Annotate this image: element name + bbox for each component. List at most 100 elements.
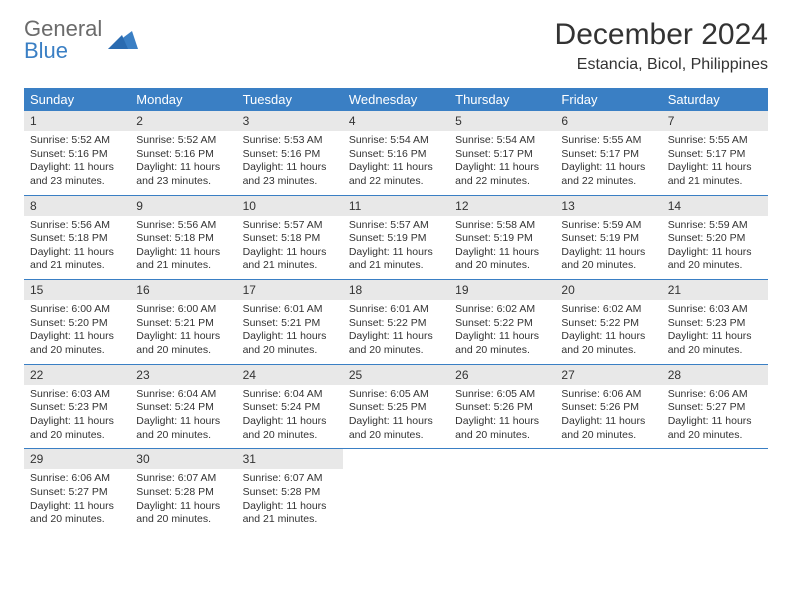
day-cell: 5Sunrise: 5:54 AMSunset: 5:17 PMDaylight…: [449, 111, 555, 195]
day-body: Sunrise: 6:02 AMSunset: 5:22 PMDaylight:…: [449, 300, 555, 358]
daylight-text: Daylight: 11 hours and 21 minutes.: [349, 246, 443, 273]
sunset-text: Sunset: 5:23 PM: [30, 401, 124, 415]
day-body: Sunrise: 6:03 AMSunset: 5:23 PMDaylight:…: [24, 385, 130, 443]
day-number: 10: [237, 196, 343, 216]
title-block: December 2024 Estancia, Bicol, Philippin…: [555, 18, 768, 74]
day-header-fri: Friday: [555, 88, 661, 111]
day-number: 28: [662, 365, 768, 385]
day-number: 1: [24, 111, 130, 131]
day-number: 18: [343, 280, 449, 300]
day-body: Sunrise: 6:06 AMSunset: 5:27 PMDaylight:…: [24, 469, 130, 527]
sunrise-text: Sunrise: 6:06 AM: [561, 388, 655, 402]
sunrise-text: Sunrise: 6:04 AM: [243, 388, 337, 402]
day-cell: 12Sunrise: 5:58 AMSunset: 5:19 PMDayligh…: [449, 196, 555, 280]
daylight-text: Daylight: 11 hours and 20 minutes.: [561, 415, 655, 442]
sunrise-text: Sunrise: 5:58 AM: [455, 219, 549, 233]
daylight-text: Daylight: 11 hours and 21 minutes.: [136, 246, 230, 273]
sunrise-text: Sunrise: 6:02 AM: [455, 303, 549, 317]
day-number: 31: [237, 449, 343, 469]
sunrise-text: Sunrise: 6:01 AM: [243, 303, 337, 317]
sunset-text: Sunset: 5:26 PM: [455, 401, 549, 415]
daylight-text: Daylight: 11 hours and 22 minutes.: [455, 161, 549, 188]
sunset-text: Sunset: 5:25 PM: [349, 401, 443, 415]
sunrise-text: Sunrise: 6:06 AM: [668, 388, 762, 402]
day-body: Sunrise: 6:04 AMSunset: 5:24 PMDaylight:…: [130, 385, 236, 443]
sunset-text: Sunset: 5:23 PM: [668, 317, 762, 331]
daylight-text: Daylight: 11 hours and 20 minutes.: [136, 500, 230, 527]
sunset-text: Sunset: 5:26 PM: [561, 401, 655, 415]
sunrise-text: Sunrise: 5:56 AM: [30, 219, 124, 233]
sunset-text: Sunset: 5:28 PM: [136, 486, 230, 500]
daylight-text: Daylight: 11 hours and 20 minutes.: [136, 415, 230, 442]
day-cell: 30Sunrise: 6:07 AMSunset: 5:28 PMDayligh…: [130, 449, 236, 533]
sunset-text: Sunset: 5:20 PM: [668, 232, 762, 246]
day-number: 16: [130, 280, 236, 300]
day-cell: 26Sunrise: 6:05 AMSunset: 5:26 PMDayligh…: [449, 365, 555, 449]
sunrise-text: Sunrise: 6:07 AM: [243, 472, 337, 486]
day-number: 2: [130, 111, 236, 131]
day-body: Sunrise: 5:57 AMSunset: 5:18 PMDaylight:…: [237, 216, 343, 274]
day-cell: 22Sunrise: 6:03 AMSunset: 5:23 PMDayligh…: [24, 365, 130, 449]
day-cell: 15Sunrise: 6:00 AMSunset: 5:20 PMDayligh…: [24, 280, 130, 364]
day-body: Sunrise: 6:05 AMSunset: 5:26 PMDaylight:…: [449, 385, 555, 443]
day-body: Sunrise: 6:00 AMSunset: 5:20 PMDaylight:…: [24, 300, 130, 358]
daylight-text: Daylight: 11 hours and 23 minutes.: [243, 161, 337, 188]
daylight-text: Daylight: 11 hours and 20 minutes.: [455, 246, 549, 273]
month-title: December 2024: [555, 18, 768, 52]
day-body: Sunrise: 5:52 AMSunset: 5:16 PMDaylight:…: [130, 131, 236, 189]
daylight-text: Daylight: 11 hours and 20 minutes.: [243, 330, 337, 357]
daylight-text: Daylight: 11 hours and 20 minutes.: [30, 500, 124, 527]
week-row: 15Sunrise: 6:00 AMSunset: 5:20 PMDayligh…: [24, 280, 768, 365]
day-number: 26: [449, 365, 555, 385]
sunrise-text: Sunrise: 5:59 AM: [561, 219, 655, 233]
day-body: Sunrise: 5:53 AMSunset: 5:16 PMDaylight:…: [237, 131, 343, 189]
day-body: Sunrise: 5:59 AMSunset: 5:19 PMDaylight:…: [555, 216, 661, 274]
daylight-text: Daylight: 11 hours and 23 minutes.: [30, 161, 124, 188]
day-number: 3: [237, 111, 343, 131]
sunrise-text: Sunrise: 5:57 AM: [243, 219, 337, 233]
day-number: 23: [130, 365, 236, 385]
calendar: Sunday Monday Tuesday Wednesday Thursday…: [24, 88, 768, 533]
sunset-text: Sunset: 5:16 PM: [349, 148, 443, 162]
daylight-text: Daylight: 11 hours and 21 minutes.: [668, 161, 762, 188]
day-number: 25: [343, 365, 449, 385]
day-cell: 18Sunrise: 6:01 AMSunset: 5:22 PMDayligh…: [343, 280, 449, 364]
sunrise-text: Sunrise: 5:55 AM: [561, 134, 655, 148]
day-cell: 14Sunrise: 5:59 AMSunset: 5:20 PMDayligh…: [662, 196, 768, 280]
sunrise-text: Sunrise: 6:03 AM: [668, 303, 762, 317]
day-number: 30: [130, 449, 236, 469]
daylight-text: Daylight: 11 hours and 20 minutes.: [455, 415, 549, 442]
sunset-text: Sunset: 5:18 PM: [136, 232, 230, 246]
day-cell: 27Sunrise: 6:06 AMSunset: 5:26 PMDayligh…: [555, 365, 661, 449]
day-cell: 28Sunrise: 6:06 AMSunset: 5:27 PMDayligh…: [662, 365, 768, 449]
day-number: 21: [662, 280, 768, 300]
day-cell: 10Sunrise: 5:57 AMSunset: 5:18 PMDayligh…: [237, 196, 343, 280]
sunrise-text: Sunrise: 6:04 AM: [136, 388, 230, 402]
day-body: Sunrise: 6:07 AMSunset: 5:28 PMDaylight:…: [130, 469, 236, 527]
day-cell: 4Sunrise: 5:54 AMSunset: 5:16 PMDaylight…: [343, 111, 449, 195]
sunset-text: Sunset: 5:28 PM: [243, 486, 337, 500]
day-cell: 16Sunrise: 6:00 AMSunset: 5:21 PMDayligh…: [130, 280, 236, 364]
sunset-text: Sunset: 5:19 PM: [455, 232, 549, 246]
page-header: General Blue December 2024 Estancia, Bic…: [24, 18, 768, 74]
day-cell: [343, 449, 449, 533]
daylight-text: Daylight: 11 hours and 20 minutes.: [349, 330, 443, 357]
day-number: 29: [24, 449, 130, 469]
sunset-text: Sunset: 5:21 PM: [136, 317, 230, 331]
day-cell: 1Sunrise: 5:52 AMSunset: 5:16 PMDaylight…: [24, 111, 130, 195]
daylight-text: Daylight: 11 hours and 20 minutes.: [30, 415, 124, 442]
day-cell: 23Sunrise: 6:04 AMSunset: 5:24 PMDayligh…: [130, 365, 236, 449]
sunrise-text: Sunrise: 5:55 AM: [668, 134, 762, 148]
sunset-text: Sunset: 5:16 PM: [243, 148, 337, 162]
sunrise-text: Sunrise: 5:53 AM: [243, 134, 337, 148]
sunset-text: Sunset: 5:24 PM: [243, 401, 337, 415]
day-body: Sunrise: 6:06 AMSunset: 5:26 PMDaylight:…: [555, 385, 661, 443]
day-number: 6: [555, 111, 661, 131]
triangle-icon: [108, 27, 138, 54]
day-cell: 9Sunrise: 5:56 AMSunset: 5:18 PMDaylight…: [130, 196, 236, 280]
sunset-text: Sunset: 5:22 PM: [349, 317, 443, 331]
day-body: Sunrise: 5:52 AMSunset: 5:16 PMDaylight:…: [24, 131, 130, 189]
logo-text: General Blue: [24, 18, 102, 62]
daylight-text: Daylight: 11 hours and 20 minutes.: [668, 330, 762, 357]
daylight-text: Daylight: 11 hours and 23 minutes.: [136, 161, 230, 188]
